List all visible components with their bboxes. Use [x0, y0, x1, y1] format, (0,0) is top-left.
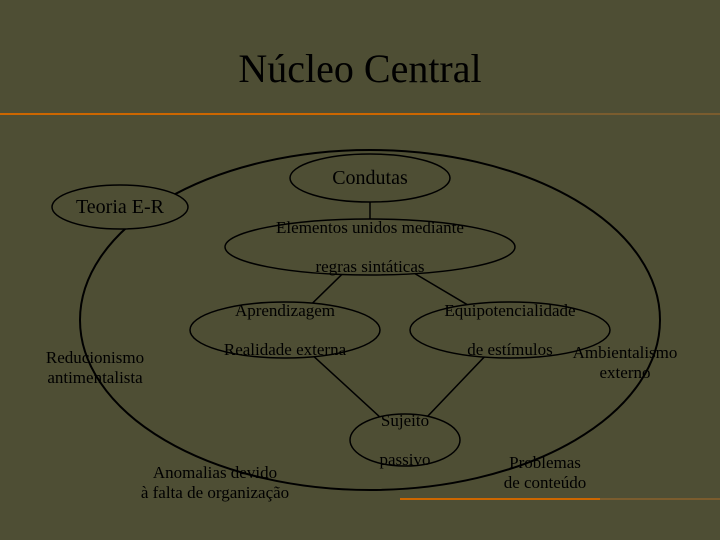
node-label-aprend: AprendizagemRealidade externa — [190, 302, 380, 358]
label-reducionismo: Reducionismoantimentalista — [25, 348, 165, 387]
footer-rule-front — [400, 498, 600, 500]
node-label-elementos: Elementos unidos medianteregras sintátic… — [225, 219, 515, 275]
label-ambient: Ambientalismoexterno — [545, 343, 705, 382]
edge-aprend-sujeito — [314, 357, 380, 417]
label-anomalias: Anomalias devidoà falta de organização — [115, 463, 315, 502]
node-label-condutas: Condutas — [290, 154, 450, 202]
label-problemas: Problemasde conteúdo — [480, 453, 610, 492]
edge-equipo-sujeito — [428, 357, 485, 416]
edge-elementos-aprend — [312, 274, 341, 303]
node-label-sujeito: Sujeitopassivo — [350, 414, 460, 466]
node-label-teoria: Teoria E-R — [52, 185, 188, 229]
